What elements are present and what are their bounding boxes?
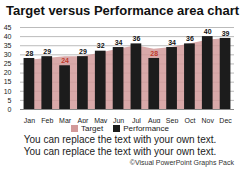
html-text:©Visual PowerPoint Graphs Pack: ©Visual PowerPoint Graphs Pack	[129, 159, 234, 166]
html-text:Performance: Performance	[123, 124, 169, 133]
svg-text:Jul: Jul	[132, 117, 141, 123]
svg-text:Jun: Jun	[113, 117, 124, 123]
html-text:Target: Target	[81, 124, 104, 133]
svg-text:20: 20	[4, 69, 12, 76]
svg-text:28: 28	[26, 50, 34, 57]
svg-text:35: 35	[4, 42, 12, 49]
svg-text:15: 15	[4, 78, 12, 85]
svg-text:39: 39	[222, 30, 230, 37]
svg-text:Nov: Nov	[202, 117, 215, 123]
svg-text:5: 5	[8, 97, 12, 104]
svg-text:28: 28	[150, 50, 158, 57]
svg-text:40: 40	[4, 33, 12, 40]
svg-text:Sep: Sep	[166, 117, 179, 123]
svg-text:Oct: Oct	[184, 117, 195, 123]
svg-text:40: 40	[204, 28, 212, 35]
svg-text:Jan: Jan	[24, 117, 35, 123]
svg-text:25: 25	[4, 60, 12, 67]
svg-text:45: 45	[4, 24, 12, 31]
svg-text:29: 29	[79, 48, 87, 55]
svg-text:32: 32	[97, 42, 105, 49]
svg-text:36: 36	[133, 35, 141, 42]
svg-text:Apr: Apr	[77, 117, 89, 123]
html-text:You can replace the text with: You can replace the text with your own t…	[23, 146, 217, 157]
svg-text:Dec: Dec	[219, 117, 232, 123]
svg-text:36: 36	[186, 35, 194, 42]
svg-text:30: 30	[4, 51, 12, 58]
svg-text:29: 29	[43, 48, 51, 55]
svg-text:Aug: Aug	[148, 117, 161, 123]
svg-text:Feb: Feb	[41, 117, 53, 123]
svg-text:Mar: Mar	[59, 117, 72, 123]
svg-text:34: 34	[115, 39, 123, 46]
svg-text:May: May	[94, 117, 108, 123]
html-text:You can replace the text with: You can replace the text with your own t…	[23, 134, 217, 145]
svg-text:10: 10	[4, 88, 12, 95]
svg-text:0: 0	[8, 106, 12, 113]
svg-text:24: 24	[61, 57, 69, 64]
svg-text:34: 34	[168, 39, 176, 46]
